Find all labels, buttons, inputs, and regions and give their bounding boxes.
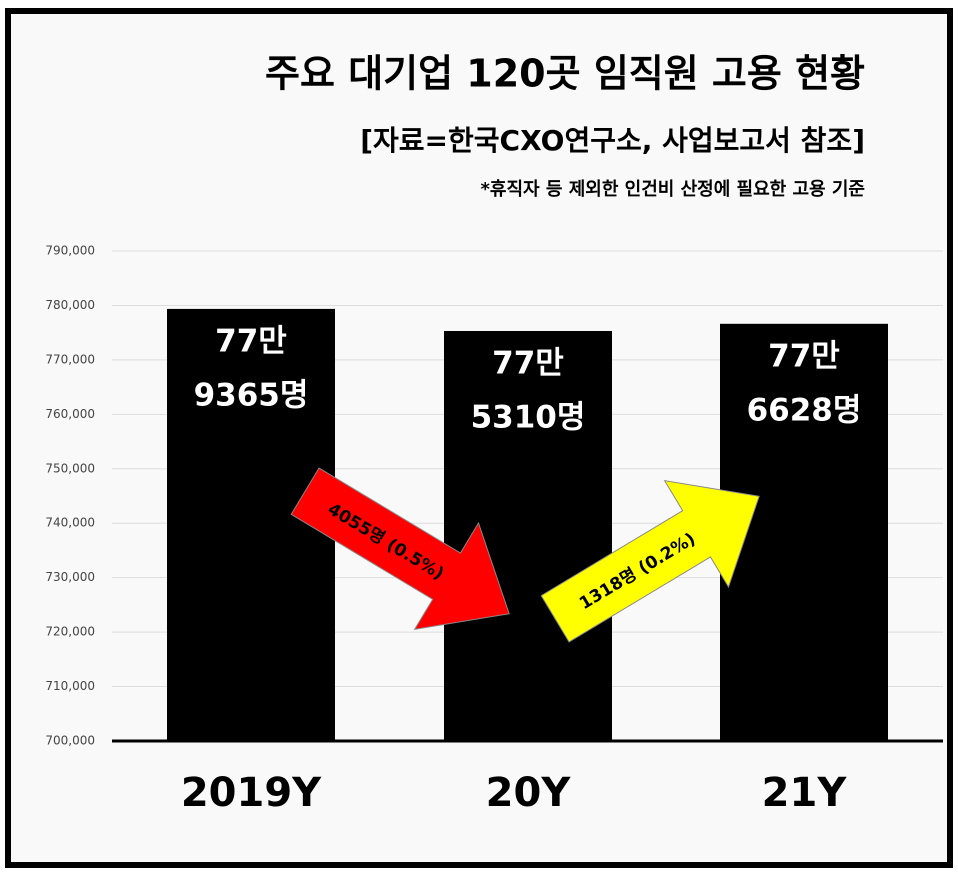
y-tick-label: 780,000 (45, 298, 95, 312)
value-label: 5310명 (471, 399, 586, 435)
value-label: 9365명 (194, 377, 309, 413)
bar (720, 323, 888, 741)
arrow-shape (290, 467, 510, 630)
y-tick-label: 740,000 (45, 516, 95, 530)
y-tick-label: 750,000 (45, 461, 95, 475)
y-tick-label: 770,000 (45, 352, 95, 366)
y-tick-label: 700,000 (45, 734, 95, 748)
value-label: 77만 (768, 338, 840, 374)
y-tick-label: 730,000 (45, 570, 95, 584)
chart-subtitle: [자료=한국CXO연구소, 사업보고서 참조] (360, 124, 865, 157)
y-tick-label: 790,000 (45, 244, 95, 258)
chart-title: 주요 대기업 120곳 임직원 고용 현황 (265, 52, 865, 96)
bar (444, 330, 612, 741)
y-tick-label: 710,000 (45, 679, 95, 693)
x-tick-label: 21Y (762, 770, 848, 816)
value-label: 77만 (492, 345, 564, 381)
value-label: 77만 (215, 323, 287, 359)
value-label: 6628명 (747, 392, 862, 428)
y-tick-label: 720,000 (45, 625, 95, 639)
x-tick-label: 2019Y (181, 770, 322, 816)
arrow-shape (540, 480, 760, 643)
y-tick-label: 760,000 (45, 407, 95, 421)
chart-note: *휴직자 등 제외한 인건비 산정에 필요한 고용 기준 (481, 179, 865, 200)
x-tick-label: 20Y (486, 770, 572, 816)
bar (167, 308, 335, 741)
